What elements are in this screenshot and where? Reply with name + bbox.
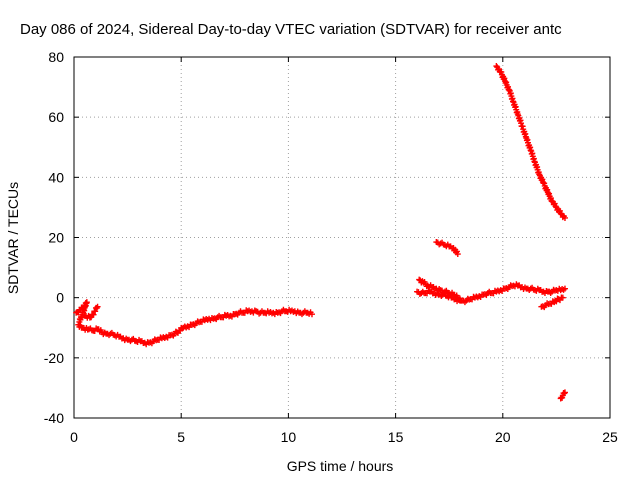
data-point <box>454 251 461 258</box>
data-point <box>94 303 101 310</box>
data-point <box>557 210 564 217</box>
x-tick-label: 10 <box>281 429 297 445</box>
y-tick-label: -20 <box>44 350 64 366</box>
data-point <box>561 285 568 292</box>
y-tick-label: -40 <box>44 410 64 426</box>
data-point <box>561 390 568 397</box>
y-tick-label: 80 <box>48 49 64 65</box>
data-point <box>561 214 568 221</box>
y-tick-label: 0 <box>56 290 64 306</box>
data-marks <box>73 63 568 402</box>
data-point <box>92 308 99 315</box>
x-tick-label: 15 <box>388 429 404 445</box>
data-point <box>90 311 97 318</box>
data-point <box>308 311 315 318</box>
series-segment-2 <box>416 276 568 306</box>
tick-layer: 0 5 10 15 20 25 -40 -20 0 20 40 60 80 <box>44 49 618 445</box>
series-segment-1 <box>73 299 315 348</box>
data-point <box>559 294 566 301</box>
x-axis-label: GPS time / hours <box>287 458 394 474</box>
chart-title: Day 086 of 2024, Sidereal Day-to-day VTE… <box>20 21 562 38</box>
series-segment-3 <box>433 239 461 258</box>
x-tick-label: 5 <box>177 429 185 445</box>
data-point <box>456 297 463 304</box>
series-segment-4 <box>414 287 463 305</box>
x-tick-label: 0 <box>70 429 78 445</box>
series-segment-8 <box>81 303 101 321</box>
y-axis-label: SDTVAR / TECUs <box>5 182 21 294</box>
grid-layer <box>74 57 610 418</box>
series-segment-5 <box>538 294 566 311</box>
series-segment-6 <box>493 63 568 221</box>
data-point <box>561 389 568 396</box>
series-segment-7 <box>557 389 568 402</box>
x-tick-label: 20 <box>495 429 511 445</box>
y-tick-label: 60 <box>48 109 64 125</box>
y-tick-label: 20 <box>48 230 64 246</box>
x-tick-label: 25 <box>602 429 618 445</box>
y-tick-label: 40 <box>48 169 64 185</box>
